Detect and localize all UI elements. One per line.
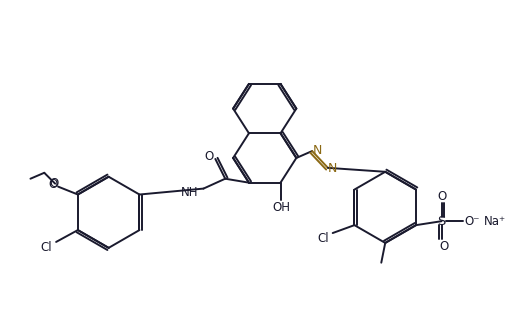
Text: OH: OH (272, 201, 291, 214)
Text: S: S (437, 215, 446, 228)
Text: O: O (49, 177, 59, 190)
Text: O: O (437, 190, 446, 203)
Text: O: O (48, 178, 58, 191)
Text: NH: NH (181, 186, 199, 199)
Text: Cl: Cl (317, 232, 329, 245)
Text: O⁻: O⁻ (464, 215, 480, 228)
Text: N: N (313, 144, 322, 156)
Text: N: N (328, 162, 337, 175)
Text: Cl: Cl (40, 241, 52, 254)
Text: O: O (205, 151, 214, 164)
Text: O: O (439, 240, 448, 253)
Text: Na⁺: Na⁺ (484, 215, 506, 228)
